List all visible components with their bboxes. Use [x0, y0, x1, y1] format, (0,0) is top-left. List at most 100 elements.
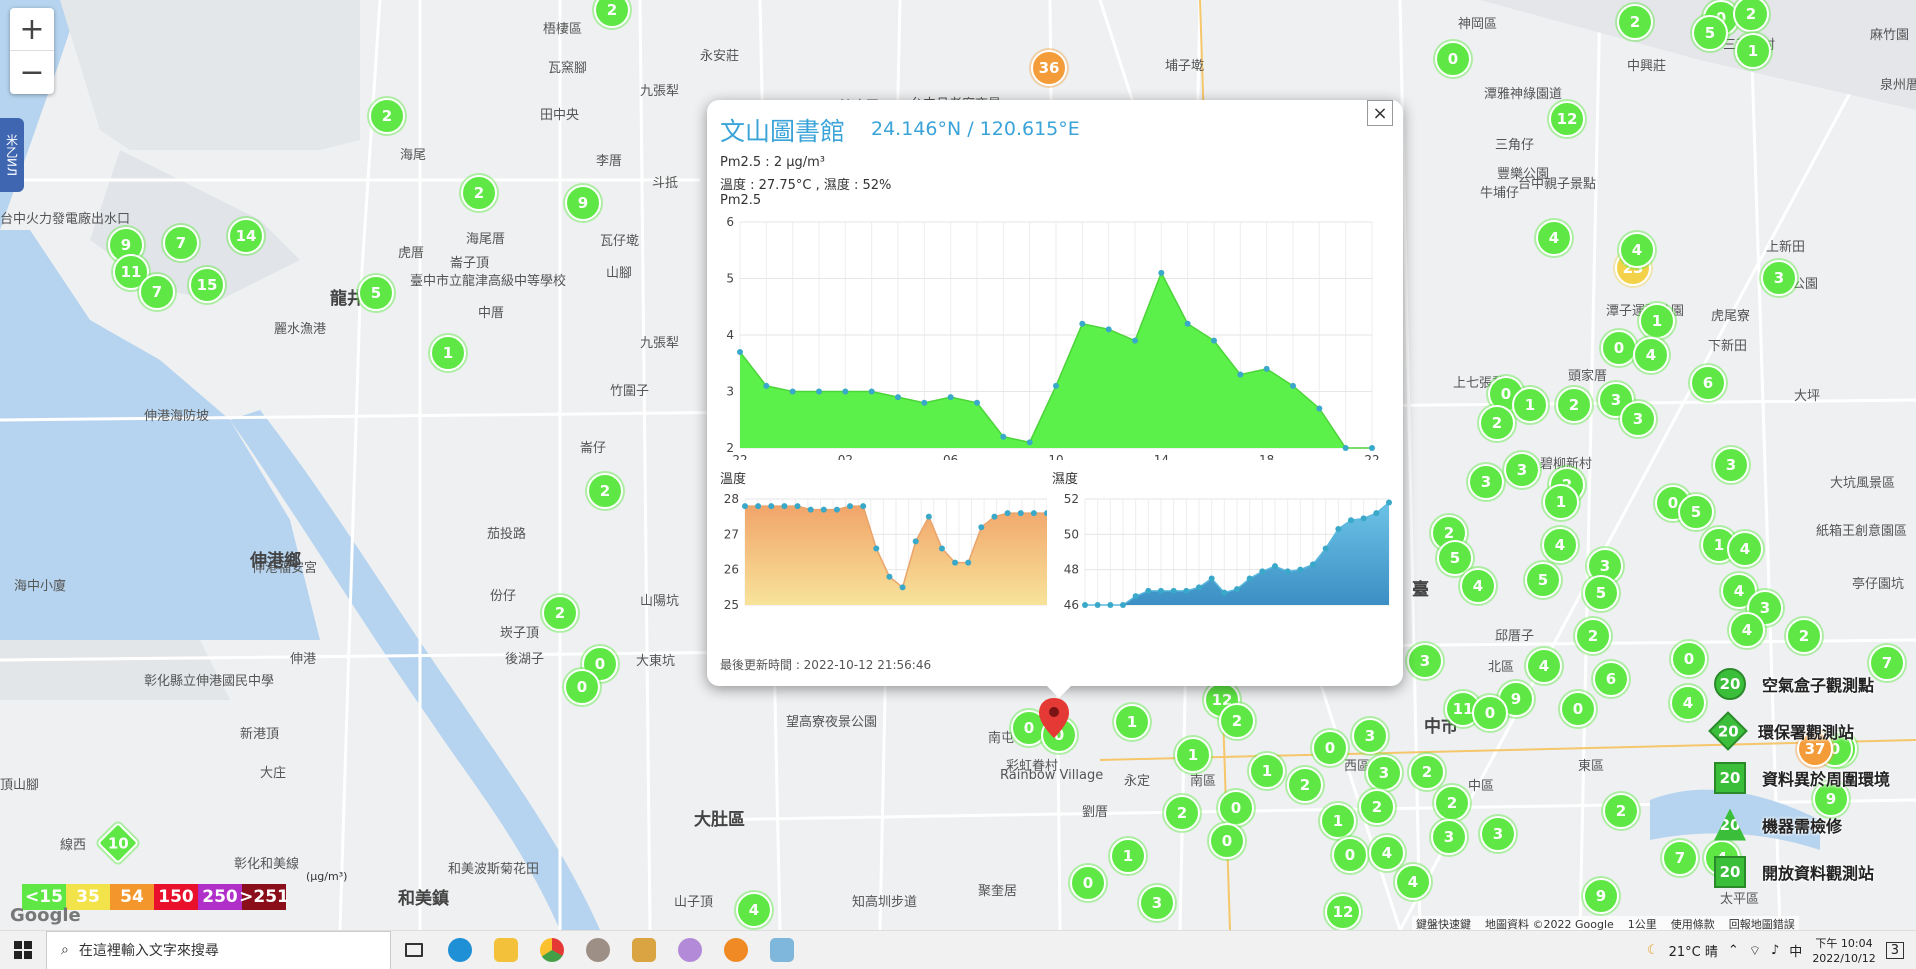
app-icon-1[interactable] — [575, 931, 621, 969]
sensor-marker[interactable]: 1 — [1114, 704, 1150, 740]
attribution-item[interactable]: 使用條款 — [1670, 918, 1715, 930]
sensor-marker[interactable]: 36 — [1031, 50, 1067, 86]
sensor-marker[interactable]: 2 — [1733, 0, 1769, 32]
sensor-marker[interactable]: 2 — [1434, 785, 1470, 821]
sensor-marker[interactable]: 3 — [1352, 718, 1388, 754]
sensor-marker[interactable]: 2 — [1617, 4, 1653, 40]
sensor-marker[interactable]: 0 — [1312, 730, 1348, 766]
close-popup-button[interactable]: × — [1367, 100, 1393, 126]
notification-icon[interactable]: 3 — [1885, 942, 1904, 959]
sensor-marker[interactable]: 4 — [1536, 220, 1572, 256]
sensor-marker[interactable]: 3 — [1504, 452, 1540, 488]
sensor-marker[interactable]: 3 — [1139, 885, 1175, 921]
app-icon-2[interactable] — [621, 931, 667, 969]
sensor-marker[interactable]: 5 — [1678, 494, 1714, 530]
sensor-marker[interactable]: 2 — [369, 98, 405, 134]
sensor-marker[interactable]: 4 — [1395, 864, 1431, 900]
sensor-marker[interactable]: 2 — [594, 0, 630, 28]
sensor-marker[interactable]: 1 — [430, 335, 466, 371]
sensor-marker[interactable]: 9 — [1813, 781, 1849, 817]
sensor-marker[interactable]: 4 — [1460, 568, 1496, 604]
sensor-marker[interactable]: 2 — [1164, 795, 1200, 831]
sensor-marker[interactable]: 2 — [1556, 387, 1592, 423]
sensor-marker[interactable]: 9 — [565, 185, 601, 221]
sensor-marker[interactable]: 2 — [1786, 618, 1822, 654]
taskbar-search[interactable]: ⌕ 在這裡輸入文字來搜尋 — [46, 930, 391, 969]
sensor-marker[interactable]: 7 — [163, 225, 199, 261]
station-type-row[interactable]: 20 空氣盒子觀測點 — [1706, 660, 1916, 707]
task-view-icon[interactable] — [391, 931, 437, 969]
app-icon-3[interactable] — [667, 931, 713, 969]
side-panel-tab[interactable]: 米乙ИЛ — [0, 118, 24, 192]
sensor-marker[interactable]: 37 — [1797, 731, 1833, 767]
map-canvas[interactable]: 梧棲區永安莊沙鹿區台中月老廟夜景埔子墘神岡區瓦窯腳田中央九張犁海尾李厝斗抵台中火… — [0, 0, 1916, 930]
sensor-marker[interactable]: 0 — [1435, 41, 1471, 77]
station-type-row[interactable]: 20 機器需檢修 — [1706, 801, 1916, 848]
sensor-marker[interactable]: 6 — [1690, 365, 1726, 401]
location-pin-icon[interactable] — [1039, 698, 1069, 738]
sensor-marker[interactable]: 2 — [1479, 405, 1515, 441]
sensor-marker[interactable]: 3 — [1620, 401, 1656, 437]
sensor-marker[interactable]: 0 — [564, 669, 600, 705]
sensor-marker[interactable]: 3 — [1431, 819, 1467, 855]
sensor-marker[interactable]: 1 — [1543, 484, 1579, 520]
station-type-row[interactable]: 20 資料異於周圍環境 — [1706, 754, 1916, 801]
sensor-marker[interactable]: 3 — [1407, 643, 1443, 679]
sensor-marker[interactable]: 7 — [1662, 840, 1698, 876]
sensor-marker[interactable]: 2 — [1219, 703, 1255, 739]
sensor-marker[interactable]: 4 — [1369, 835, 1405, 871]
clock[interactable]: 下午 10:04 2022/10/12 — [1812, 936, 1875, 966]
sensor-marker[interactable]: 1 — [1639, 303, 1675, 339]
sensor-marker[interactable]: 1 — [1175, 737, 1211, 773]
sensor-marker[interactable]: 0 — [1218, 790, 1254, 826]
sensor-marker[interactable]: 2 — [1575, 618, 1611, 654]
sensor-marker[interactable]: 9 — [1583, 878, 1619, 914]
sensor-marker[interactable]: 4 — [1729, 612, 1765, 648]
ime-indicator[interactable]: 中 — [1789, 945, 1803, 960]
sensor-marker[interactable]: 0 — [1601, 330, 1637, 366]
sensor-marker[interactable]: 1 — [1320, 803, 1356, 839]
zoom-out-button[interactable]: − — [19, 55, 45, 90]
sensor-marker[interactable]: 4 — [736, 892, 772, 928]
sensor-marker[interactable]: 4 — [1542, 527, 1578, 563]
sensor-marker[interactable]: 4 — [1619, 232, 1655, 268]
sensor-marker[interactable]: 1 — [1110, 838, 1146, 874]
sensor-marker[interactable]: 12 — [1325, 894, 1361, 930]
sensor-marker[interactable]: 1 — [1249, 753, 1285, 789]
sensor-marker[interactable]: 5 — [1437, 540, 1473, 576]
sensor-marker[interactable]: 4 — [1670, 685, 1706, 721]
chevron-up-icon[interactable]: ⌃ — [1727, 943, 1739, 958]
sensor-marker[interactable]: 2 — [1603, 793, 1639, 829]
sensor-marker[interactable]: 3 — [1468, 464, 1504, 500]
sensor-marker[interactable]: 15 — [189, 267, 225, 303]
sensor-marker[interactable]: 0 — [1472, 695, 1508, 731]
sensor-marker[interactable]: 2 — [542, 595, 578, 631]
sensor-marker[interactable]: 0 — [1209, 823, 1245, 859]
sensor-marker[interactable]: 4 — [1727, 531, 1763, 567]
sensor-marker[interactable]: 0 — [1332, 837, 1368, 873]
sensor-marker[interactable]: 3 — [1713, 447, 1749, 483]
zoom-in-button[interactable]: + — [10, 8, 54, 51]
sensor-marker[interactable]: 4 — [1633, 337, 1669, 373]
edge-icon[interactable] — [437, 931, 483, 969]
chrome-icon[interactable] — [529, 931, 575, 969]
sensor-marker[interactable]: 3 — [1761, 260, 1797, 296]
sensor-marker[interactable]: 2 — [1409, 754, 1445, 790]
app-icon-5[interactable] — [759, 931, 805, 969]
sensor-marker[interactable]: 0 — [1671, 641, 1707, 677]
sensor-marker[interactable]: 3 — [1366, 755, 1402, 791]
attribution-item[interactable]: 鍵盤快速鍵 — [1416, 918, 1471, 930]
station-type-row[interactable]: 20 開放資料觀測站 — [1706, 848, 1916, 895]
sensor-marker[interactable]: 5 — [358, 275, 394, 311]
sensor-marker[interactable]: 5 — [1525, 562, 1561, 598]
sensor-marker[interactable]: 5 — [1583, 575, 1619, 611]
network-icon[interactable]: ⌔ — [1748, 943, 1761, 959]
app-icon-4[interactable] — [713, 931, 759, 969]
start-button[interactable] — [0, 931, 46, 969]
file-explorer-icon[interactable] — [483, 931, 529, 969]
sensor-marker[interactable]: 7 — [1869, 645, 1905, 681]
sensor-marker[interactable]: 2 — [587, 473, 623, 509]
sensor-marker[interactable]: 12 — [1549, 101, 1585, 137]
sensor-marker[interactable]: 5 — [1692, 15, 1728, 51]
station-type-row[interactable]: 20 環保署觀測站 — [1706, 707, 1916, 754]
